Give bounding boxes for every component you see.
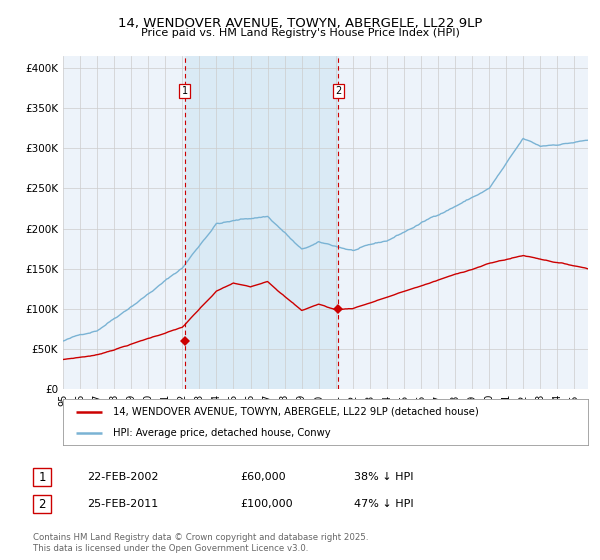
Text: 47% ↓ HPI: 47% ↓ HPI bbox=[354, 499, 413, 509]
Text: 2: 2 bbox=[335, 86, 341, 96]
Text: 1: 1 bbox=[38, 470, 46, 484]
Text: 1: 1 bbox=[181, 86, 188, 96]
Text: 2: 2 bbox=[38, 497, 46, 511]
Text: HPI: Average price, detached house, Conwy: HPI: Average price, detached house, Conw… bbox=[113, 428, 331, 438]
Text: Price paid vs. HM Land Registry's House Price Index (HPI): Price paid vs. HM Land Registry's House … bbox=[140, 28, 460, 38]
Bar bbox=[185, 56, 338, 389]
Text: 38% ↓ HPI: 38% ↓ HPI bbox=[354, 472, 413, 482]
Text: 25-FEB-2011: 25-FEB-2011 bbox=[87, 499, 158, 509]
Text: 22-FEB-2002: 22-FEB-2002 bbox=[87, 472, 158, 482]
Text: £60,000: £60,000 bbox=[240, 472, 286, 482]
Text: 14, WENDOVER AVENUE, TOWYN, ABERGELE, LL22 9LP: 14, WENDOVER AVENUE, TOWYN, ABERGELE, LL… bbox=[118, 17, 482, 30]
Text: Contains HM Land Registry data © Crown copyright and database right 2025.
This d: Contains HM Land Registry data © Crown c… bbox=[33, 533, 368, 553]
Text: 14, WENDOVER AVENUE, TOWYN, ABERGELE, LL22 9LP (detached house): 14, WENDOVER AVENUE, TOWYN, ABERGELE, LL… bbox=[113, 407, 479, 417]
Text: £100,000: £100,000 bbox=[240, 499, 293, 509]
